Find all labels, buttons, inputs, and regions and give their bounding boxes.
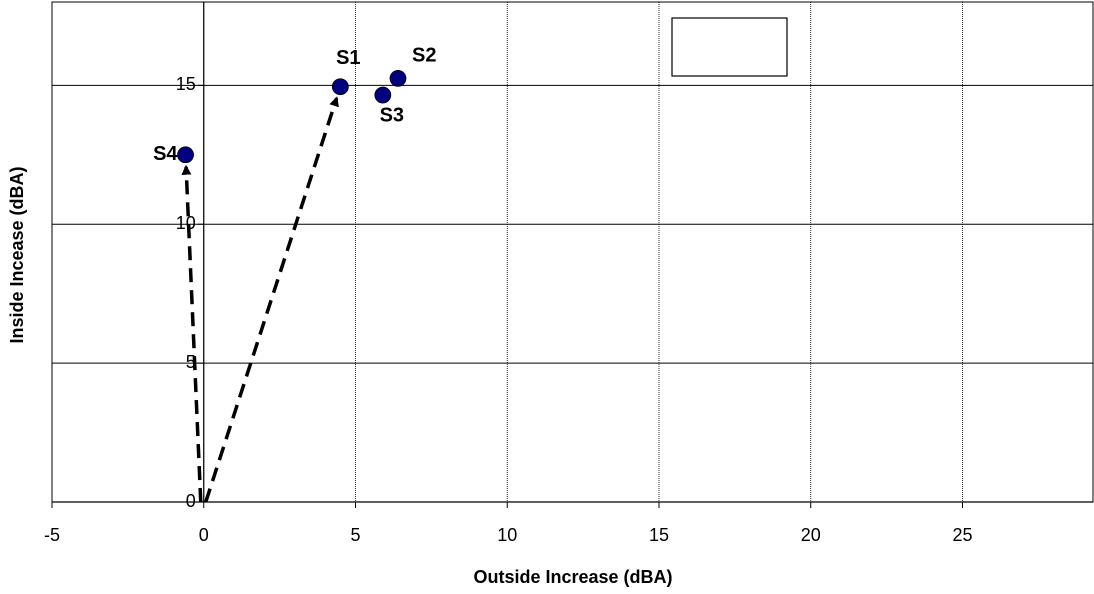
point <box>389 69 407 87</box>
point-label: S2 <box>412 45 436 67</box>
point <box>177 146 194 164</box>
y-tick-label: 5 <box>186 352 196 372</box>
plot-frame <box>51 1 1094 503</box>
point-label: S3 <box>380 104 404 126</box>
point-label: S1 <box>336 47 360 69</box>
arrow <box>204 96 339 503</box>
x-tick-label: 25 <box>952 525 972 545</box>
arrow <box>181 164 203 503</box>
point <box>374 86 392 104</box>
x-tick-label: 15 <box>649 525 669 545</box>
x-tick-label: 5 <box>350 525 360 545</box>
point-label: S4 <box>153 143 178 165</box>
y-tick-label: 15 <box>176 74 196 94</box>
x-tick-label: 0 <box>199 525 209 545</box>
y-tick-label: 10 <box>176 213 196 233</box>
x-tick-label: -5 <box>44 525 60 545</box>
x-tick-label: 10 <box>497 525 517 545</box>
x-axis-title: Outside Increase (dBA) <box>473 567 672 587</box>
legend-box <box>671 17 788 77</box>
plot-area: -5 0 5 10 15 20 25 0 5 10 15 S1 S2 S3 S4 <box>44 1 1094 545</box>
x-tick-label: 20 <box>801 525 821 545</box>
y-tick-label: 0 <box>186 491 196 511</box>
point <box>331 78 349 96</box>
y-axis-title: Inside Incease (dBA) <box>7 166 27 343</box>
